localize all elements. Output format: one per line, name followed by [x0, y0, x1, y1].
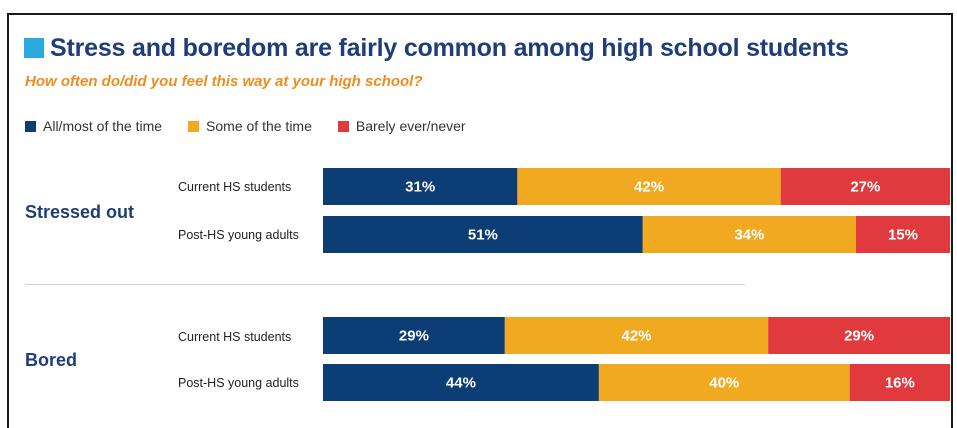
bar-value-label-g1-r1-barely: 16% — [885, 375, 915, 392]
bar-value-label-g1-r0-all-most: 29% — [399, 328, 429, 345]
bar-value-label-g0-r1-barely: 15% — [888, 227, 918, 244]
bar-value-label-g1-r0-barely: 29% — [844, 328, 874, 345]
bar-value-label-g1-r1-all-most: 44% — [446, 375, 476, 392]
bar-value-label-g0-r1-some: 34% — [734, 227, 764, 244]
bar-value-label-g0-r0-some: 42% — [634, 179, 664, 196]
bar-value-label-g0-r1-all-most: 51% — [468, 227, 498, 244]
bar-value-label-g0-r0-all-most: 31% — [405, 179, 435, 196]
bar-value-label-g1-r1-some: 40% — [709, 375, 739, 392]
bar-value-label-g1-r0-some: 42% — [621, 328, 651, 345]
bar-value-label-g0-r0-barely: 27% — [850, 179, 880, 196]
